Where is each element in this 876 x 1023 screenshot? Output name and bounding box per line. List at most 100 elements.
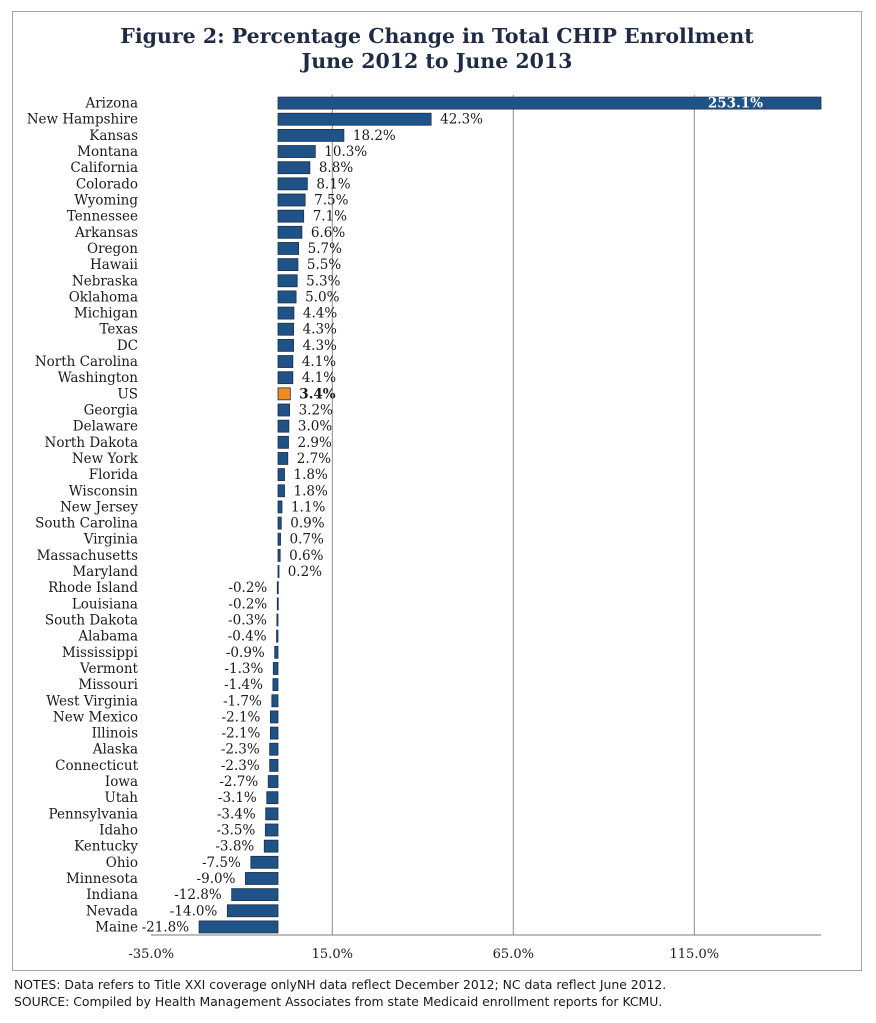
category-label: Maine [95,919,138,935]
bar [277,419,290,433]
category-label: Washington [58,370,139,386]
bar [277,452,289,465]
x-tick-label: 15.0% [312,947,353,962]
bar [277,548,281,562]
bar [277,209,305,223]
value-label: 42.3% [440,112,483,128]
value-label: -0.2% [228,596,267,612]
value-label: 10.3% [324,144,367,160]
value-label: 0.2% [288,564,322,580]
x-tick-label: -35.0% [128,947,174,962]
category-label: Texas [99,322,138,338]
category-label: Missouri [78,677,138,693]
value-label: -3.1% [218,790,257,806]
value-label: 3.2% [299,403,333,419]
value-label: 6.6% [311,225,345,241]
value-label: 4.3% [303,322,337,338]
value-label: -2.1% [222,726,261,742]
category-label: Virginia [83,532,138,548]
bar [277,355,294,368]
value-label: 253.1% [708,96,763,112]
category-label: South Dakota [45,613,138,629]
category-label: Rhode Island [48,580,138,596]
value-label: 0.7% [290,532,324,548]
bar [272,678,279,692]
value-label: 4.1% [302,370,336,386]
category-label: Florida [89,467,138,483]
category-label: Pennsylvania [49,806,138,822]
bar [277,338,294,352]
value-label: 3.0% [298,419,332,435]
category-label: Wyoming [74,193,138,209]
value-label: -0.2% [228,580,267,596]
bar [277,565,280,578]
category-label: New Mexico [53,709,138,725]
bar [277,516,282,530]
bar [267,775,279,788]
bar [272,662,279,675]
category-label: Indiana [86,887,138,903]
category-label: North Dakota [45,435,138,451]
x-tick-label: 115.0% [670,947,720,962]
bar [263,839,279,853]
value-label: 4.3% [303,338,337,354]
bar [277,242,300,255]
category-label: West Virginia [46,693,138,709]
value-label: 3.4% [299,386,335,402]
category-label: Alaska [92,742,138,758]
category-label: Wisconsin [69,483,139,499]
chart-subtitle: June 2012 to June 2013 [301,49,573,73]
value-label: 5.7% [308,241,342,257]
category-label: Idaho [99,823,138,839]
value-label: 1.8% [294,483,328,499]
category-label: DC [117,338,138,354]
category-label: Nebraska [72,273,138,289]
bar [277,306,295,320]
bar [277,258,299,272]
value-label: -2.3% [221,758,260,774]
category-label: Louisiana [72,596,138,612]
category-label: Vermont [79,661,139,677]
value-label: 5.3% [306,273,340,289]
footnotes: NOTES: Data refers to Title XXI coverage… [14,976,874,1010]
value-label: 1.8% [294,467,328,483]
category-label: Georgia [84,403,138,419]
category-label: Colorado [76,176,138,192]
bar [277,274,298,288]
bar [277,193,306,207]
bar [277,484,285,498]
value-label: -12.8% [174,887,222,903]
bar [245,872,279,885]
bar [277,435,289,449]
category-label: North Carolina [35,354,138,370]
category-label: Oregon [87,241,138,257]
value-label: 18.2% [353,128,396,144]
value-label: 5.5% [307,257,341,273]
category-label: Illinois [92,726,138,742]
value-label: -0.3% [228,613,267,629]
value-label: 4.4% [303,306,337,322]
category-label: Utah [104,790,138,806]
value-label: -3.5% [216,823,255,839]
bar [277,468,285,482]
category-label: Kansas [89,128,138,144]
bar [271,694,279,708]
value-label: -1.3% [224,661,263,677]
category-label: Nevada [86,903,138,919]
bar [277,145,316,158]
bar [277,96,822,110]
bar [277,177,308,191]
category-label: Ohio [106,855,138,871]
value-label: -21.8% [142,919,190,935]
category-label: Tennessee [67,209,138,225]
bar [277,371,294,385]
bar [274,645,279,659]
value-label: -2.7% [219,774,258,790]
bar [277,225,303,239]
bar [277,161,311,175]
category-label: Connecticut [55,758,138,774]
bar [277,112,432,126]
value-label: 1.1% [291,499,325,515]
notes-line: NOTES: Data refers to Title XXI coverage… [14,977,667,992]
x-tick-label: 65.0% [493,947,534,962]
